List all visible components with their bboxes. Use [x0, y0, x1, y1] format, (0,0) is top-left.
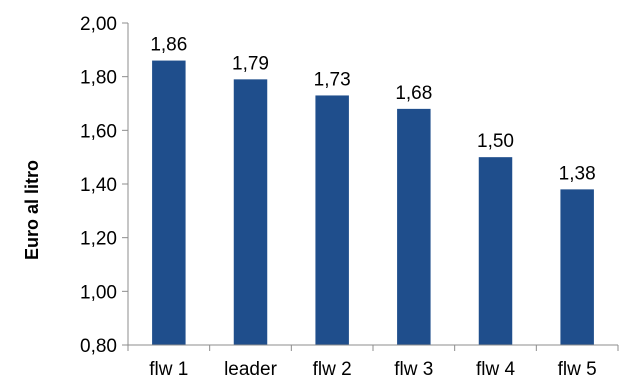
bar — [315, 95, 349, 345]
bar — [560, 189, 594, 345]
y-tick-label: 0,80 — [80, 336, 117, 357]
x-tick-label: flw 1 — [149, 359, 188, 380]
x-tick-label: flw 2 — [313, 359, 352, 380]
y-tick-label: 1,60 — [80, 121, 117, 142]
y-tick-label: 1,80 — [80, 68, 117, 89]
y-tick-label: 1,00 — [80, 282, 117, 303]
x-tick-label: leader — [224, 359, 277, 380]
y-tick-label: 2,00 — [80, 14, 117, 35]
bar-value-label: 1,38 — [559, 163, 596, 184]
bar-value-label: 1,50 — [477, 131, 514, 152]
y-tick-label: 1,20 — [80, 229, 117, 250]
bar — [478, 157, 513, 345]
x-axis: flw 1 leader flw 2 flw 3 flw 4 flw 5 — [127, 345, 619, 380]
bar — [397, 108, 431, 345]
bars: 1,86 1,79 1,73 1,68 1,50 1,38 — [150, 35, 596, 346]
y-axis: 0,80 1,00 1,20 1,40 1,60 1,80 2,00 — [80, 14, 128, 357]
bar-value-label: 1,68 — [395, 83, 432, 104]
bar-value-label: 1,73 — [314, 69, 351, 90]
bar — [152, 60, 186, 346]
y-tick-label: 1,40 — [80, 175, 117, 196]
bar — [233, 79, 268, 345]
y-axis-label: Euro al litro — [22, 160, 42, 260]
x-tick-label: flw 3 — [394, 359, 433, 380]
bar-value-label: 1,86 — [150, 35, 187, 56]
x-tick-label: flw 5 — [558, 359, 597, 380]
bar-value-label: 1,79 — [232, 53, 269, 74]
x-tick-label: flw 4 — [476, 359, 516, 380]
